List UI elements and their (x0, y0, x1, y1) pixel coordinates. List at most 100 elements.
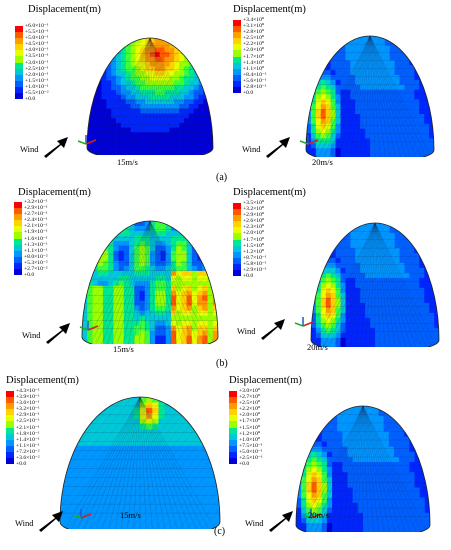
mesh-cell (350, 327, 356, 334)
mesh-cell (144, 275, 151, 282)
mesh-cell (96, 445, 104, 452)
mesh-cell (152, 467, 159, 474)
mesh-cell (414, 272, 420, 279)
mesh-cell (419, 297, 425, 304)
mesh-cell (370, 128, 376, 134)
mesh-cell (325, 282, 332, 289)
mesh-cell (345, 277, 351, 284)
mesh-cell (116, 80, 122, 86)
mesh-cell (103, 397, 110, 403)
mesh-cell (176, 231, 182, 237)
mesh-cell (365, 292, 371, 299)
mesh-cell (320, 123, 327, 130)
mesh-cell (189, 402, 196, 409)
mesh-cell (91, 71, 97, 77)
mesh-cell (326, 502, 333, 509)
mesh-cell (139, 240, 146, 247)
mesh-cell (357, 467, 364, 473)
mesh-cell (125, 127, 131, 133)
mesh-cell (201, 407, 209, 414)
mesh-cell (193, 141, 199, 147)
mesh-cell (355, 84, 361, 91)
mesh-cell (365, 302, 371, 309)
mesh-cell (409, 342, 415, 347)
legend-swatch (229, 415, 237, 422)
mesh-cell (72, 435, 79, 441)
mesh-cell (321, 426, 328, 432)
mesh-cell (193, 146, 199, 152)
mesh-cell (370, 65, 376, 71)
mesh-cell (203, 99, 209, 105)
mesh-cell (102, 255, 109, 262)
mesh-cell (320, 50, 327, 56)
mesh-cell (183, 435, 190, 441)
mesh-cell (374, 40, 381, 47)
mesh-cell (375, 277, 381, 284)
mesh-cell (103, 451, 110, 457)
mesh-cell (424, 143, 430, 149)
mesh-cell (130, 108, 136, 114)
mesh-cell (159, 122, 165, 128)
mesh-cell (82, 310, 88, 317)
mesh-cell (370, 40, 376, 47)
mesh-cell (176, 494, 184, 501)
mesh-cell (384, 233, 391, 239)
mesh-cell (383, 523, 390, 529)
mesh-cell (84, 510, 92, 517)
mesh-cell (96, 113, 102, 119)
mesh-cell (332, 518, 338, 524)
mesh-cell (409, 233, 415, 239)
mesh-cell (212, 310, 218, 317)
mesh-cell (160, 315, 167, 322)
mesh-cell (115, 413, 122, 420)
mesh-cell (97, 290, 104, 297)
mesh-cell (145, 38, 151, 44)
mesh-cell (129, 330, 135, 337)
mesh-cell (183, 527, 190, 529)
mesh-cell (176, 330, 182, 337)
mesh-cell (87, 118, 93, 124)
mesh-cell (378, 426, 385, 432)
mesh-cell (108, 226, 114, 232)
mesh-cell (111, 61, 117, 67)
mesh-cell (201, 505, 209, 512)
mesh-cell (355, 89, 361, 95)
mesh-cell (419, 436, 426, 443)
mesh-cell (72, 500, 79, 506)
mesh-cell (159, 99, 165, 105)
mesh-cell (90, 527, 98, 529)
mesh-cell (370, 257, 376, 264)
mesh-cell (365, 297, 371, 304)
mesh-cell (160, 320, 167, 327)
mesh-cell (365, 138, 371, 144)
mesh-cell (133, 500, 141, 506)
mesh-cell (203, 118, 209, 124)
mesh-cell (197, 285, 203, 292)
mesh-cell (60, 505, 67, 512)
mesh-cell (365, 287, 371, 294)
mesh-cell (169, 85, 175, 91)
mesh-cell (340, 312, 346, 319)
mesh-cell (409, 297, 415, 304)
mesh-cell (399, 337, 405, 344)
mesh-cell (195, 505, 202, 512)
mesh-cell (111, 38, 117, 44)
mesh-cell (404, 267, 410, 274)
mesh-cell (434, 327, 439, 334)
mesh-cell (108, 315, 114, 322)
mesh-cell (393, 441, 400, 448)
mesh-cell (96, 527, 104, 529)
mesh-cell (201, 478, 209, 485)
mesh-cell (409, 487, 415, 493)
legend-swatch (15, 68, 23, 75)
mesh-cell (424, 153, 430, 157)
mesh-cell (207, 418, 215, 425)
mesh-cell (164, 61, 170, 67)
mesh-cell (144, 325, 151, 332)
mesh-cell (129, 275, 135, 282)
mesh-cell (159, 113, 165, 119)
mesh-cell (87, 285, 93, 292)
mesh-cell (409, 477, 415, 483)
mesh-cell (315, 50, 322, 56)
mesh-cell (198, 137, 204, 143)
